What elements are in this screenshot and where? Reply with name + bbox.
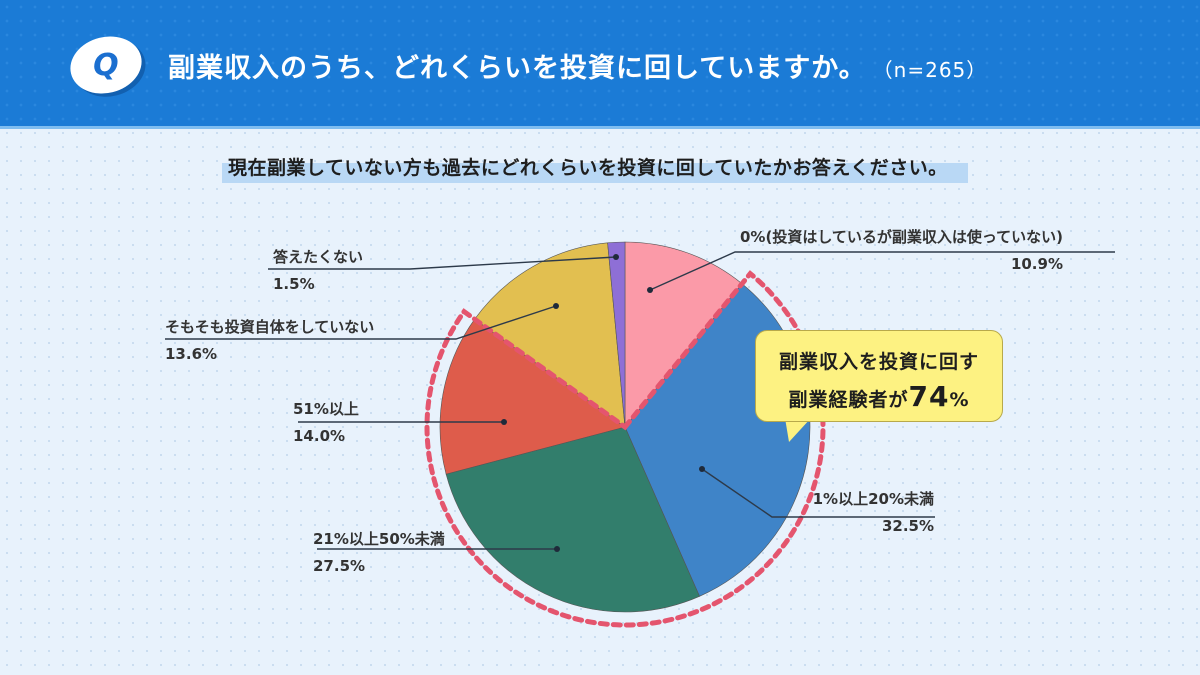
callout-value: 74	[908, 380, 950, 413]
leader-dot	[699, 466, 705, 472]
subtitle: 現在副業していない方も過去にどれくらいを投資に回していたかお答えください。	[222, 153, 968, 183]
leader-line	[165, 305, 557, 340]
question-title: 副業収入のうち、どれくらいを投資に回していますか。 （n=265）	[168, 46, 987, 85]
label-no-answer: 答えたくない 1.5%	[273, 248, 363, 293]
callout-line2: 副業経験者が74%	[756, 380, 1002, 413]
label-no-investing: そもそも投資自体をしていない 13.6%	[165, 318, 374, 363]
slice-value: 27.5%	[313, 557, 366, 575]
slice-label: 0%(投資はしているが副業収入は使っていない)	[740, 228, 1063, 246]
leader-line	[268, 256, 617, 270]
leader-dot	[613, 254, 619, 260]
slice-label: そもそも投資自体をしていない	[165, 318, 375, 336]
question-text: 副業収入のうち、どれくらいを投資に回していますか。	[168, 53, 867, 84]
slice-value: 10.9%	[1010, 255, 1063, 273]
leader-dot	[553, 303, 559, 309]
slice-label: 51%以上	[293, 400, 359, 418]
label-1-20: 1%以上20%未満 32.5%	[800, 490, 934, 535]
slice-label: 21%以上50%未満	[313, 530, 445, 548]
slice-label: 1%以上20%未満	[812, 490, 934, 508]
callout-line1: 副業収入を投資に回す	[778, 351, 979, 373]
subtitle-highlight	[222, 163, 968, 183]
label-51-plus: 51%以上 14.0%	[293, 400, 359, 445]
slice-value: 1.5%	[273, 275, 315, 293]
header-banner: Q 副業収入のうち、どれくらいを投資に回していますか。 （n=265）	[0, 0, 1200, 129]
pie-slice	[439, 318, 626, 475]
callout-bubble: 副業収入を投資に回す 副業経験者が74%	[755, 330, 1003, 422]
leader-dot	[501, 419, 507, 425]
callout-prefix: 副業経験者が	[788, 389, 909, 411]
leader-dot	[554, 546, 560, 552]
label-21-50: 21%以上50%未満 27.5%	[313, 530, 445, 575]
leader-line	[649, 251, 1115, 291]
slice-value: 32.5%	[881, 517, 934, 535]
leader-line	[701, 468, 935, 518]
label-zero-percent: 0%(投資はしているが副業収入は使っていない) 10.9%	[740, 228, 1063, 273]
pie-slice	[607, 241, 626, 428]
pie-slice	[445, 426, 700, 613]
leader-dot	[647, 287, 653, 293]
slice-value: 14.0%	[293, 427, 346, 445]
sample-size: （n=265）	[882, 58, 988, 82]
slice-label: 答えたくない	[273, 248, 364, 266]
slice-value: 13.6%	[165, 345, 218, 363]
callout-tail	[785, 418, 811, 442]
pie-slice	[474, 242, 626, 428]
callout-suffix: %	[949, 389, 970, 411]
subtitle-text: 現在副業していない方も過去にどれくらいを投資に回していたかお答えください。	[228, 157, 948, 179]
